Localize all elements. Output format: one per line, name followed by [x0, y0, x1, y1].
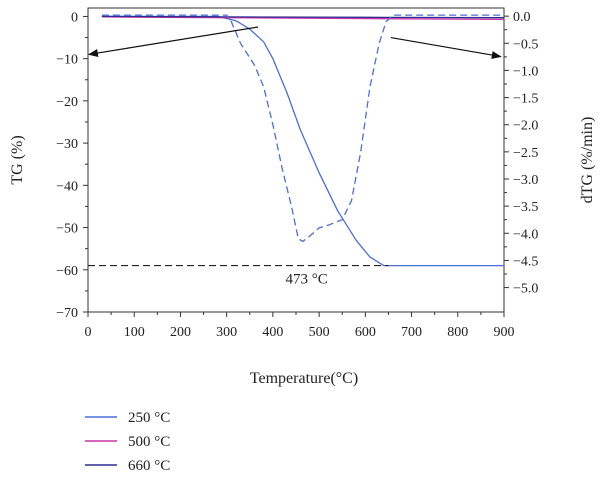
y-tick-label: −60 — [56, 264, 78, 279]
axes-layer: 0 100 200 300 400 500 600 700 800 900 0 −10 −20 −30 −4… — [9, 7, 596, 387]
y2-tick-label: −4.0 — [513, 227, 538, 242]
x-tick-label: 100 — [124, 325, 145, 340]
y2-tick-label: −1.0 — [513, 64, 538, 79]
y-tick-label: 0 — [71, 10, 78, 25]
y2-tick-label: −2.0 — [513, 119, 538, 134]
y2-tick-label: −2.5 — [513, 146, 538, 161]
y2-tick-label: −3.5 — [513, 200, 538, 215]
y-tick-label: −20 — [56, 95, 78, 110]
x-tick-label: 900 — [494, 325, 515, 340]
y2-tick-label: −4.5 — [513, 254, 538, 269]
arrow-to-right-axis — [390, 36, 502, 59]
legend: 250 °C 500 °C 660 °C — [85, 410, 170, 474]
reference-label: 473 °C — [285, 272, 327, 288]
y2-tick-label: 0.0 — [513, 10, 531, 25]
arrow-to-left-axis — [87, 26, 259, 57]
y-tick-label: −10 — [56, 53, 78, 68]
x-tick-label: 500 — [309, 325, 330, 340]
y2-tick-label: −5.0 — [513, 282, 538, 297]
plot-frame — [87, 7, 505, 313]
x-tick-label: 700 — [401, 325, 422, 340]
y-axis-label: TG (%) — [9, 135, 26, 184]
legend-label: 660 °C — [128, 458, 170, 474]
legend-label: 500 °C — [128, 434, 170, 450]
x-tick-label: 800 — [447, 325, 468, 340]
x-tick-label: 200 — [170, 325, 191, 340]
y2-tick-label: −3.0 — [513, 173, 538, 188]
annotation-layer: 473 °C — [87, 26, 502, 288]
y2-tick-label: −0.5 — [513, 37, 538, 52]
series-line — [101, 14, 504, 243]
y-tick-label: −70 — [56, 306, 78, 321]
series-line — [101, 15, 505, 19]
y-tick-label: −30 — [56, 137, 78, 152]
x-axis-label: Temperature(°C) — [250, 370, 358, 387]
x-tick-label: 600 — [355, 325, 376, 340]
series-layer — [101, 14, 505, 267]
y2-tick-label: −1.5 — [513, 92, 538, 107]
x-tick-label: 300 — [216, 325, 237, 340]
x-tick-label: 0 — [85, 325, 92, 340]
y2-axis-label: dTG (%/min) — [579, 117, 596, 204]
series-line — [101, 15, 504, 267]
y-tick-label: −50 — [56, 222, 78, 237]
x-tick-label: 400 — [262, 325, 283, 340]
y-tick-label: −40 — [56, 179, 78, 194]
legend-label: 250 °C — [128, 410, 170, 426]
